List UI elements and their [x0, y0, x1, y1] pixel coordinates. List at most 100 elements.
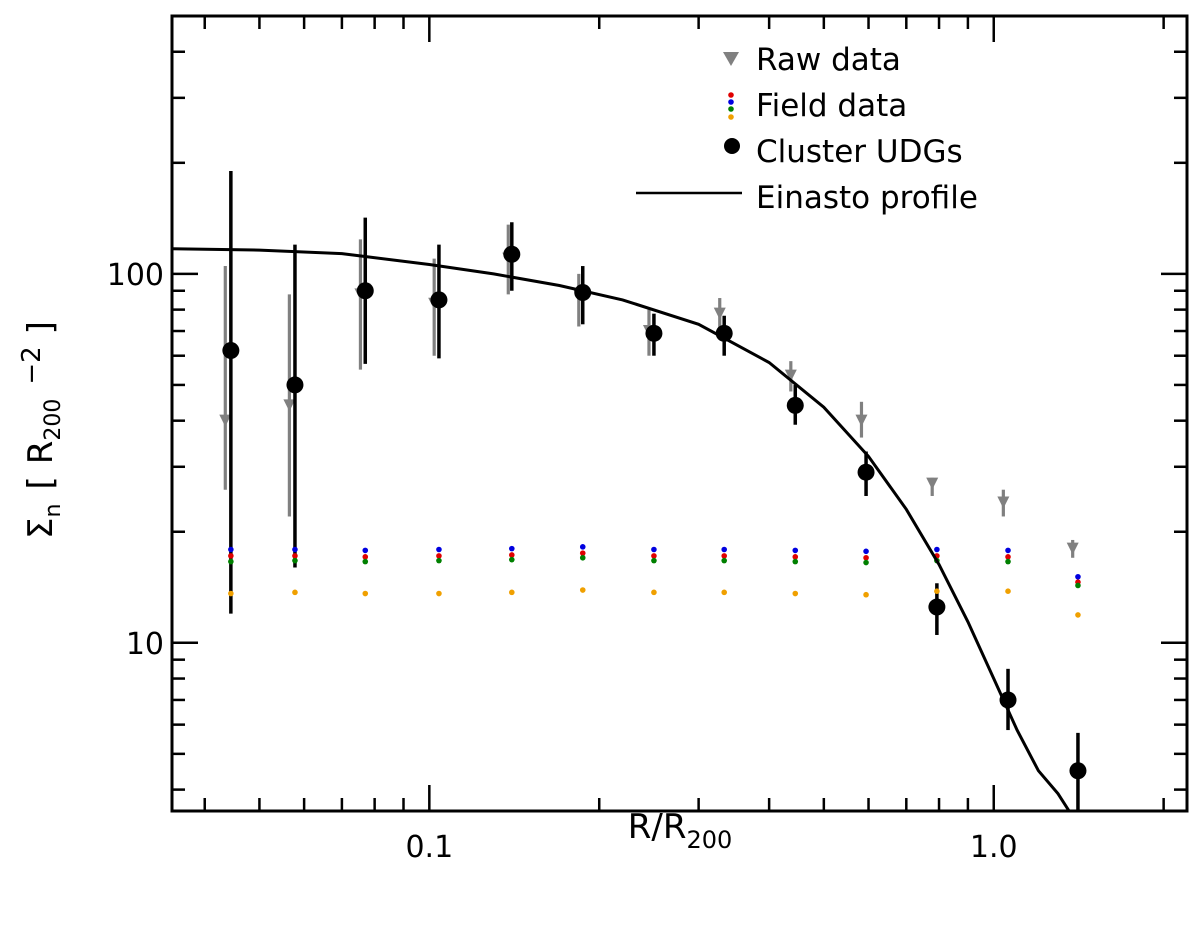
field-data-point [1075, 612, 1081, 618]
field-data-point [509, 552, 515, 558]
field-data-point [792, 590, 799, 597]
cluster-udg-point [503, 245, 521, 263]
legend: Raw data Field data Cluster UDGs Einasto… [636, 42, 978, 216]
cluster-udg-point [1069, 762, 1087, 780]
cluster-udg-point [786, 396, 804, 414]
field-data-point [792, 558, 799, 565]
field-data-point [934, 588, 940, 594]
x-tick-label-0.1: 0.1 [405, 830, 453, 865]
field-data-point [721, 546, 728, 553]
field-data-point [509, 589, 515, 596]
field-data-point [934, 546, 940, 553]
legend-cluster-udgs-label: Cluster UDGs [756, 134, 963, 170]
raw-data-point [997, 496, 1010, 509]
field-data-point [721, 589, 728, 596]
field-data-point [292, 553, 298, 559]
field-data-point [228, 553, 234, 559]
y-tick-label-10: 10 [126, 627, 164, 662]
field-data-point [579, 550, 586, 556]
y-axis-label: Σn [ R200 −2] [17, 321, 66, 539]
series-field-data-blue [228, 544, 1081, 580]
field-data-point [509, 556, 515, 563]
x-axis-label: R/R200 [628, 807, 733, 854]
raw-data-point [1066, 542, 1079, 555]
field-data-point [863, 548, 869, 555]
y-axis-label-open-bracket: [ [21, 476, 61, 489]
raw-data-point [283, 399, 296, 412]
cluster-udg-point [928, 598, 946, 616]
field-data-point [792, 547, 799, 554]
plot-frame [170, 14, 1189, 813]
series-field-data-green [228, 554, 1081, 589]
field-data-point [362, 590, 369, 597]
field-data-point [1005, 554, 1011, 560]
cluster-udg-point [430, 291, 448, 309]
field-data-point [436, 546, 442, 553]
x-tick-label-1.0: 1.0 [970, 830, 1018, 865]
legend-field-dot-blue [728, 99, 734, 105]
legend-cluster-udgs-marker [724, 138, 740, 154]
series-einasto-profile [172, 247, 1071, 811]
y-axis-label-sigma: Σ [21, 517, 61, 538]
field-data-point [228, 558, 234, 565]
field-data-point [228, 590, 234, 597]
einasto-curve [172, 247, 1071, 811]
raw-data-point [784, 369, 797, 382]
legend-raw-data-label: Raw data [756, 42, 901, 78]
legend-field-dot-red [728, 92, 734, 98]
field-data-point [436, 590, 442, 597]
legend-field-dot-green [728, 106, 734, 112]
y-tick-label-100: 100 [107, 258, 164, 293]
y-axis-label-r: R [21, 441, 61, 465]
field-data-point [1075, 582, 1081, 589]
field-data-point [1075, 573, 1081, 580]
field-data-point [579, 544, 586, 550]
field-data-point [509, 545, 515, 552]
legend-field-dot-orange [728, 114, 734, 120]
legend-field-data-marker [728, 92, 734, 120]
y-axis-label-exponent: −2 [17, 346, 47, 384]
field-data-point [436, 557, 442, 564]
field-data-point [362, 547, 369, 554]
legend-raw-data-marker [723, 52, 739, 66]
field-data-point [651, 546, 657, 553]
field-data-point [651, 553, 657, 559]
cluster-udg-point [857, 463, 875, 481]
field-data-point [292, 589, 298, 596]
field-data-point [863, 591, 869, 598]
cluster-udg-point [574, 284, 592, 302]
series-field-data-orange [228, 587, 1081, 618]
series-raw-data [219, 224, 1079, 558]
series-field-data-red [228, 550, 1081, 585]
field-data-point [1005, 588, 1011, 594]
field-data-point [651, 557, 657, 564]
raw-data-point [713, 307, 726, 320]
field-data-point [721, 553, 728, 559]
legend-field-data-label: Field data [756, 88, 907, 124]
raw-data-point [926, 477, 939, 490]
field-data-point [792, 554, 799, 560]
field-data-point [228, 546, 234, 553]
field-data-point [1005, 558, 1011, 565]
field-data-point [863, 559, 869, 566]
cluster-udg-point [222, 341, 240, 359]
field-data-point [863, 554, 869, 561]
field-data-point [362, 558, 369, 565]
raw-data-point [855, 414, 868, 427]
y-axis-label-close-bracket: ] [21, 321, 61, 334]
field-data-point [721, 557, 728, 564]
cluster-udg-point [286, 376, 304, 394]
y-axis-label-sub-n: n [41, 504, 66, 518]
x-axis-label-sub: 200 [686, 826, 732, 854]
cluster-udg-point [645, 324, 663, 342]
cluster-udg-point [356, 282, 374, 300]
legend-einasto-label: Einasto profile [756, 180, 978, 216]
y-axis-label-sub-200: 200 [41, 399, 66, 441]
plot-border [170, 14, 1189, 813]
raw-data-point [219, 414, 232, 427]
x-axis-label-base: R/R [628, 807, 687, 847]
field-data-point [579, 587, 586, 593]
field-data-point [292, 557, 298, 564]
axis-ticks [172, 16, 1187, 811]
